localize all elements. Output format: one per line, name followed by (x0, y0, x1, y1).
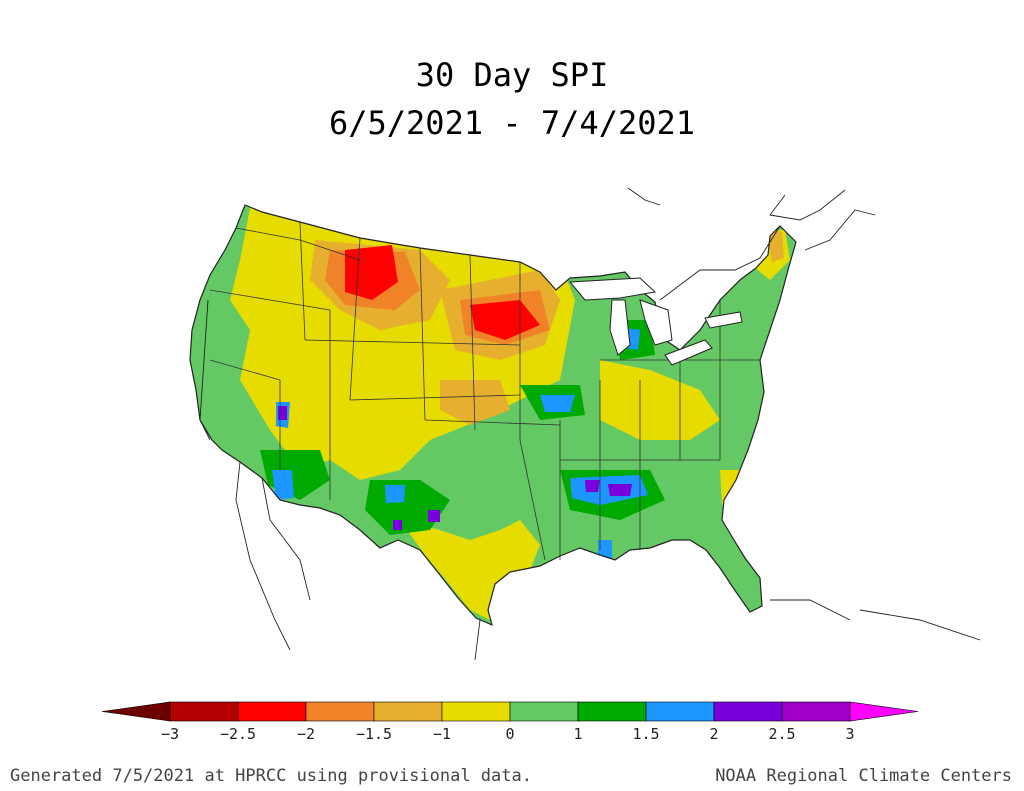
colorbar-tick-label: −3 (161, 725, 179, 743)
colorbar-tick-label: −1.5 (356, 725, 392, 743)
colorbar-tick-label: −2 (297, 725, 315, 743)
colorbar-tick-label: 3 (845, 725, 854, 743)
map-date-range: 6/5/2021 - 7/4/2021 (328, 104, 696, 142)
extreme-wet-nevada (278, 406, 287, 420)
colorbar-bin (169, 701, 239, 722)
very-wet-missouri (540, 395, 575, 412)
colorbar-tick-label: 2.5 (768, 725, 795, 743)
severe-region-dakota (470, 300, 540, 340)
colorbar-tick-label: 2 (709, 725, 718, 743)
colorbar-bin (577, 701, 647, 722)
colorbar-tick-label: 1.5 (632, 725, 659, 743)
orange-region-plains (440, 380, 510, 425)
colorbar-tick-label: −1 (433, 725, 451, 743)
colorbar-bin (237, 701, 307, 722)
colorbar-bin (645, 701, 715, 722)
lake-superior (568, 277, 657, 301)
colorbar-bin (713, 701, 783, 722)
lake-ontario (704, 311, 743, 329)
lake-huron (639, 299, 673, 346)
neighbor-outlines (199, 187, 981, 661)
generated-note: Generated 7/5/2021 at HPRCC using provis… (10, 766, 532, 786)
very-wet-newmexico (385, 485, 405, 503)
spi-contours (230, 208, 790, 620)
extreme-wet-texas (393, 520, 402, 530)
extreme-wet-newmexico (428, 510, 440, 522)
colorbar: −3 −2.5 −2 −1.5 −1 0 1 1.5 2 2.5 3 (101, 701, 919, 743)
spi-map (189, 187, 981, 661)
map-title: 30 Day SPI (415, 56, 609, 94)
lake-michigan (609, 299, 631, 356)
colorbar-bin (373, 701, 443, 722)
lake-erie (664, 339, 713, 366)
colorbar-bin (305, 701, 375, 722)
colorbar-over-arrow (849, 701, 919, 722)
colorbar-bins (101, 701, 919, 722)
colorbar-ticks: −3 −2.5 −2 −1.5 −1 0 1 1.5 2 2.5 3 (161, 725, 855, 743)
colorbar-tick-label: 0 (505, 725, 514, 743)
extreme-wet-south2 (608, 484, 632, 496)
colorbar-bin (781, 701, 851, 722)
provider-credit: NOAA Regional Climate Centers (715, 766, 1012, 786)
colorbar-under-arrow (101, 701, 171, 722)
extreme-wet-south (585, 480, 600, 492)
colorbar-bin (441, 701, 511, 722)
state-boundaries (209, 221, 760, 561)
colorbar-tick-label: 1 (573, 725, 582, 743)
severe-region-montana (345, 245, 398, 300)
dry-region-east (600, 360, 720, 440)
very-wet-arizona (272, 470, 294, 500)
colorbar-bin (509, 701, 579, 722)
colorbar-tick-label: −2.5 (220, 725, 256, 743)
great-lakes (568, 277, 743, 366)
dry-region-texas (400, 520, 540, 620)
